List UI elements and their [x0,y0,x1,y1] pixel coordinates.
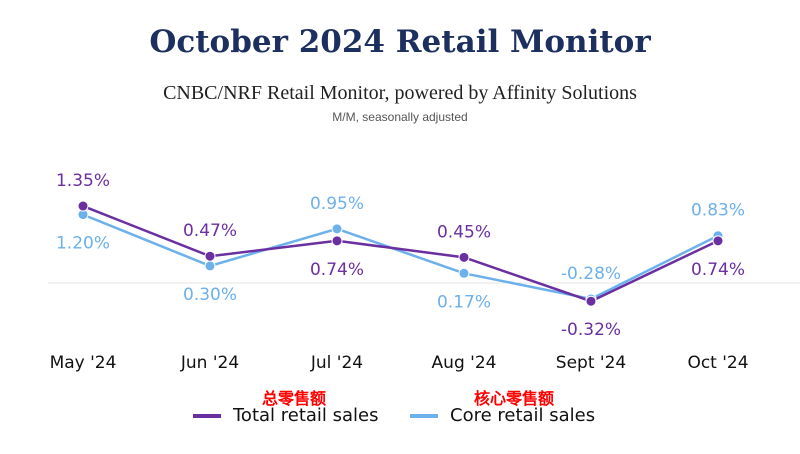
series-line-core [82,213,719,301]
data-label: -0.28% [561,264,621,284]
data-label: 0.45% [437,222,491,242]
x-tick-label: Sept '24 [556,353,626,373]
data-label: 0.47% [183,221,237,241]
x-tick-label: Oct '24 [687,353,748,373]
chart-note: M/M, seasonally adjusted [332,110,468,124]
data-point [77,200,89,212]
data-label: -0.32% [561,320,621,340]
data-point [204,250,216,262]
data-point [712,235,724,247]
x-tick-label: Jul '24 [310,353,363,373]
data-label: 0.74% [691,260,745,280]
data-point [331,223,343,235]
legend-item-total: Total retail sales [193,405,379,426]
data-point [458,267,470,279]
data-point [204,260,216,272]
data-point [331,235,343,247]
data-label: 0.17% [437,292,491,312]
legend-label-core: Core retail sales [450,405,596,426]
chart-subtitle: CNBC/NRF Retail Monitor, powered by Affi… [163,82,637,104]
data-label: 1.20% [56,234,110,254]
series-line-total [82,204,719,303]
chart-title: October 2024 Retail Monitor [149,24,651,60]
x-tick-label: Jun '24 [180,353,239,373]
data-label: 1.35% [56,171,110,191]
data-label: 0.74% [310,260,364,280]
legend-label-total: Total retail sales [233,405,379,426]
data-label: 0.30% [183,285,237,305]
legend-item-core: Core retail sales [410,405,595,426]
legend-swatch-core [410,413,438,418]
x-tick-label: Aug '24 [432,353,497,373]
legend-swatch-total [193,413,221,418]
legend-annotation-core: 核心零售额 [474,389,555,408]
data-point [585,295,597,307]
data-label: 0.95% [310,194,364,214]
data-point [458,251,470,263]
x-tick-label: May '24 [50,353,117,373]
legend-annotation-total: 总零售额 [262,389,327,408]
data-label: 0.83% [691,201,745,221]
